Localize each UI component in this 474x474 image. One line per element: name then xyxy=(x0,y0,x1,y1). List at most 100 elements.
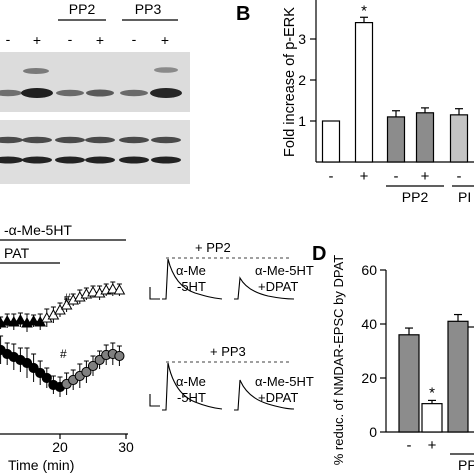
inset-pp3: + PP3 α-Me -5HT α-Me-5HT +DPAT xyxy=(149,344,314,411)
panel-b: B Fold increase of p-ERK - + - + - PP2 P… xyxy=(236,0,474,205)
blot-band xyxy=(23,68,49,74)
bar xyxy=(386,116,406,163)
treatment-label: PAT xyxy=(4,245,30,261)
blot-band xyxy=(0,136,23,144)
bar xyxy=(447,320,469,433)
hash-mark: # xyxy=(60,347,67,361)
data-point-triangle xyxy=(14,313,27,325)
blot-band xyxy=(120,89,148,97)
blot-total-ERK xyxy=(0,120,190,184)
blot-band xyxy=(55,156,85,164)
lane-sign: - xyxy=(132,31,137,47)
blot-band xyxy=(0,89,22,97)
trace-left xyxy=(162,258,223,300)
y-axis-label: Fold increase of p-ERK xyxy=(282,7,298,157)
panel-a: PP2 PP3 - + - + - + xyxy=(0,1,190,184)
bar xyxy=(321,120,341,163)
bar-sign: - xyxy=(394,168,399,185)
y-tick-label: 0 xyxy=(369,424,377,440)
data-point-triangle xyxy=(27,314,40,326)
blot-band xyxy=(55,136,85,144)
bar-sign: + xyxy=(421,168,430,185)
chart-marks: 1 2 3 * 0 20 40 60 * xyxy=(0,2,469,440)
bar xyxy=(421,403,443,433)
bar-sign: + xyxy=(360,168,369,185)
lane-sign: + xyxy=(33,32,41,48)
group-label: PP xyxy=(458,457,474,473)
y-tick-label: 20 xyxy=(361,370,377,386)
blot-band xyxy=(56,89,84,97)
blot-band xyxy=(151,156,181,164)
group-label: PP2 xyxy=(402,189,429,205)
y-tick-label: 40 xyxy=(361,316,377,332)
blot-band xyxy=(150,88,182,98)
inset-label: -5HT xyxy=(177,279,206,294)
scale-bar xyxy=(149,287,160,300)
inset-label: α-Me-5HT xyxy=(255,374,314,389)
data-point-circle xyxy=(41,372,52,384)
panel-d: D % reduc. of NMDAR-EPSC by DPAT - + PP xyxy=(312,243,474,473)
trace-left xyxy=(162,362,223,411)
data-point-triangle xyxy=(106,282,119,294)
bar xyxy=(415,112,435,163)
lane-sign: + xyxy=(96,32,104,48)
data-point-circle xyxy=(87,360,99,372)
bar-sign: + xyxy=(428,437,437,454)
bar-sign: - xyxy=(407,437,412,454)
drug-label: -α-Me-5HT xyxy=(4,222,72,238)
panel-c: -α-Me-5HT PAT 20 30 Time (min) # # xyxy=(0,222,134,473)
y-tick-label: 2 xyxy=(298,72,306,88)
panel-letter-d: D xyxy=(312,243,326,265)
y-axis-label: % reduc. of NMDAR-EPSC by DPAT xyxy=(331,255,346,466)
bar xyxy=(449,114,469,163)
x-tick-label: 20 xyxy=(52,439,68,455)
bar xyxy=(398,334,420,433)
y-tick-label: 1 xyxy=(298,113,306,129)
y-tick-label: 60 xyxy=(361,262,377,278)
trace-right xyxy=(234,379,295,411)
inset-label: α-Me xyxy=(176,263,206,278)
pp2-label: PP2 xyxy=(69,1,96,17)
significance-mark: * xyxy=(361,2,367,19)
blot-band xyxy=(22,156,52,164)
blot-band xyxy=(119,136,149,144)
scale-bar xyxy=(149,394,160,407)
panel-letter-b: B xyxy=(236,3,250,25)
blot-band xyxy=(85,136,115,144)
data-point-circle xyxy=(114,350,125,362)
inset-label: -5HT xyxy=(177,390,206,405)
bar-sign: - xyxy=(329,168,334,185)
blot-band xyxy=(0,156,23,164)
inset-pp2: + PP2 α-Me -5HT α-Me-5HT +DPAT xyxy=(149,240,314,300)
x-tick-label: 30 xyxy=(118,439,134,455)
inset-label: α-Me xyxy=(176,374,206,389)
data-point-circle xyxy=(81,366,92,378)
lane-sign: - xyxy=(68,31,73,47)
x-axis-label: Time (min) xyxy=(8,457,74,473)
blot-band xyxy=(154,67,178,73)
data-point-triangle xyxy=(113,283,126,295)
data-point-triangle xyxy=(1,314,14,326)
blot-band xyxy=(151,136,181,144)
significance-mark: * xyxy=(429,384,435,401)
blot-band xyxy=(85,156,115,164)
inset-title: + PP2 xyxy=(195,240,231,255)
blot-band xyxy=(22,136,52,144)
blot-band xyxy=(21,88,53,98)
y-tick-label: 3 xyxy=(298,31,306,47)
lane-sign: + xyxy=(161,32,169,48)
bar xyxy=(354,22,374,163)
data-point-triangle xyxy=(87,285,99,297)
blot-band xyxy=(86,89,114,97)
trace-right xyxy=(234,276,295,300)
inset-label: +DPAT xyxy=(258,279,298,294)
blot-pERK xyxy=(0,52,190,112)
pp3-label: PP3 xyxy=(135,1,162,17)
blot-band xyxy=(119,156,149,164)
group-label: PI xyxy=(458,189,471,205)
inset-title: + PP3 xyxy=(210,344,246,359)
inset-label: +DPAT xyxy=(258,390,298,405)
bar-sign: - xyxy=(457,168,462,185)
inset-label: α-Me-5HT xyxy=(255,263,314,278)
